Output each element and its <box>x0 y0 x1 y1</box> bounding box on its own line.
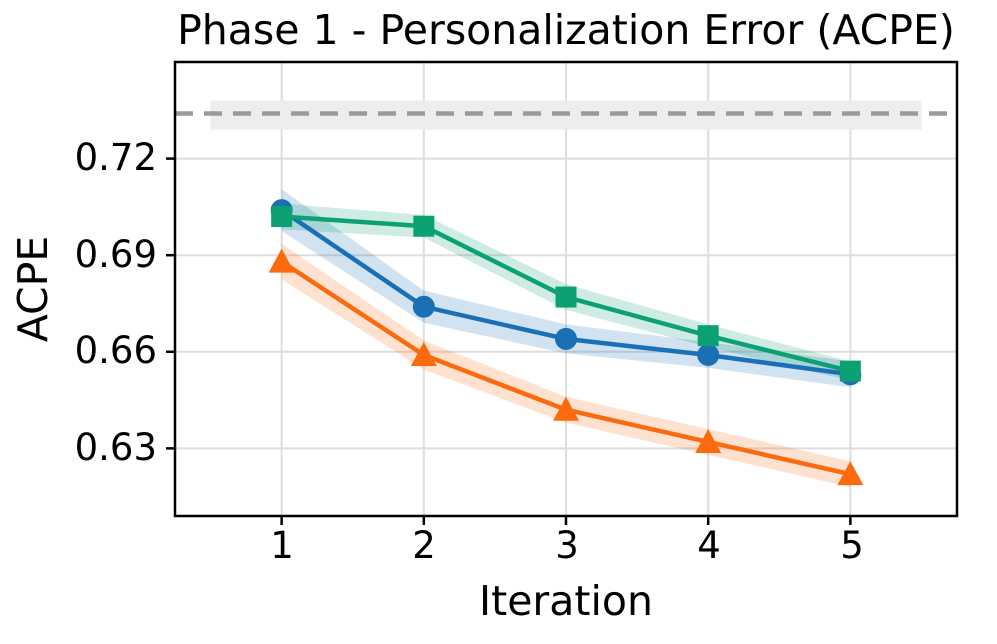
y-tick-label: 0.69 <box>74 233 157 276</box>
x-tick-label: 4 <box>697 524 721 567</box>
y-tick-label: 0.63 <box>74 426 157 469</box>
chart-title: Phase 1 - Personalization Error (ACPE) <box>177 6 955 54</box>
y-tick-label: 0.72 <box>74 136 157 179</box>
x-axis-label: Iteration <box>479 577 653 625</box>
y-tick-label: 0.66 <box>74 329 157 372</box>
x-tick-label: 1 <box>270 524 294 567</box>
x-tick-label: 2 <box>412 524 436 567</box>
x-tick-label: 3 <box>555 524 579 567</box>
x-tick-label: 5 <box>840 524 864 567</box>
